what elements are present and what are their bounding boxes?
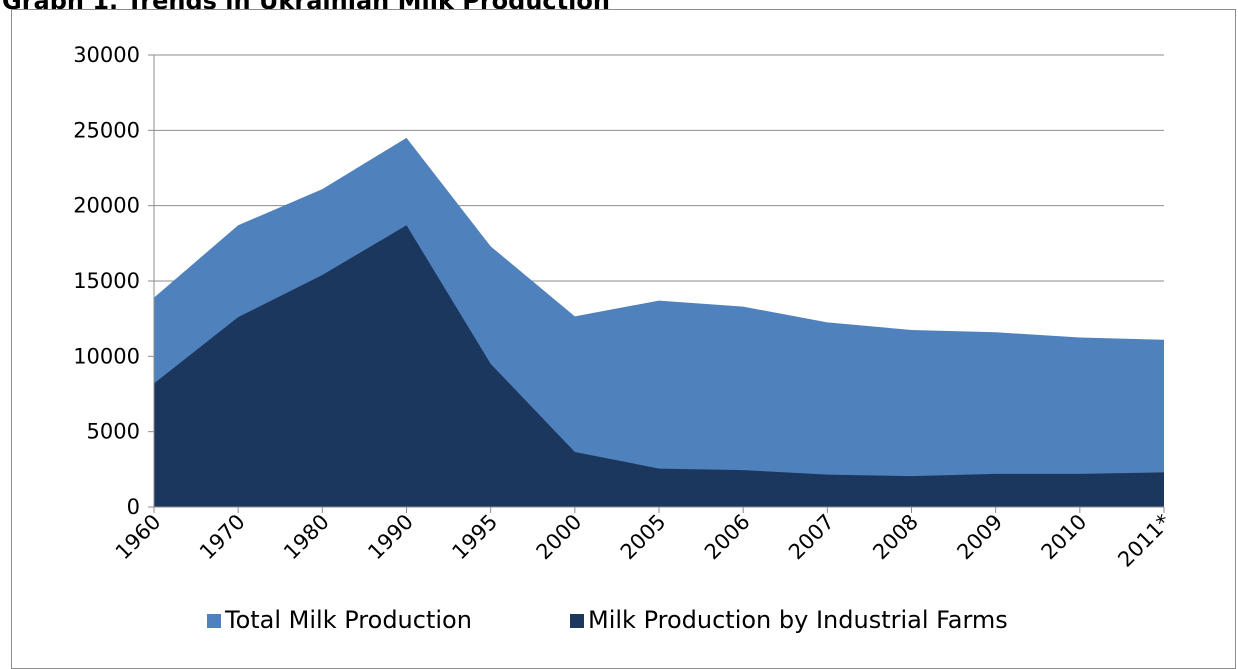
x-tick-label: 1990: [363, 510, 418, 565]
y-tick-label: 15000: [73, 269, 140, 293]
y-tick-label: 20000: [73, 194, 140, 218]
x-tick-label: 2011*: [1113, 510, 1175, 572]
series-area-2: [154, 225, 1164, 507]
legend-swatch-1: [207, 614, 221, 628]
x-tick-label: 1980: [279, 510, 334, 565]
legend-label-2: Milk Production by Industrial Farms: [588, 606, 1008, 634]
x-tick-label: 2009: [952, 510, 1007, 565]
x-tick-label: 1970: [195, 510, 250, 565]
legend-label-1: Total Milk Production: [224, 606, 472, 634]
y-tick-label: 30000: [73, 43, 140, 67]
y-tick-label: 10000: [73, 344, 140, 368]
y-tick-label: 25000: [73, 118, 140, 142]
x-tick-label: 2007: [784, 510, 839, 565]
x-tick-label: 2005: [616, 510, 671, 565]
x-tick-label: 2006: [700, 510, 755, 565]
y-tick-label: 0: [127, 495, 140, 519]
legend: Total Milk Production Milk Production by …: [207, 606, 1008, 634]
y-tick-label: 5000: [87, 420, 140, 444]
x-tick-label: 2008: [868, 510, 923, 565]
legend-swatch-2: [570, 614, 584, 628]
x-tick-label: 1995: [447, 510, 502, 565]
x-axis-ticks: 1960 1970 1980 1990 1995 2000 2005 2006 2007 2008…: [111, 507, 1176, 572]
x-tick-label: 2000: [532, 510, 587, 565]
series-areas: [154, 137, 1164, 507]
x-tick-label: 2010: [1037, 510, 1092, 565]
y-axis-ticks: 0 5000 10000 15000 20000 25000 30000: [73, 43, 154, 519]
